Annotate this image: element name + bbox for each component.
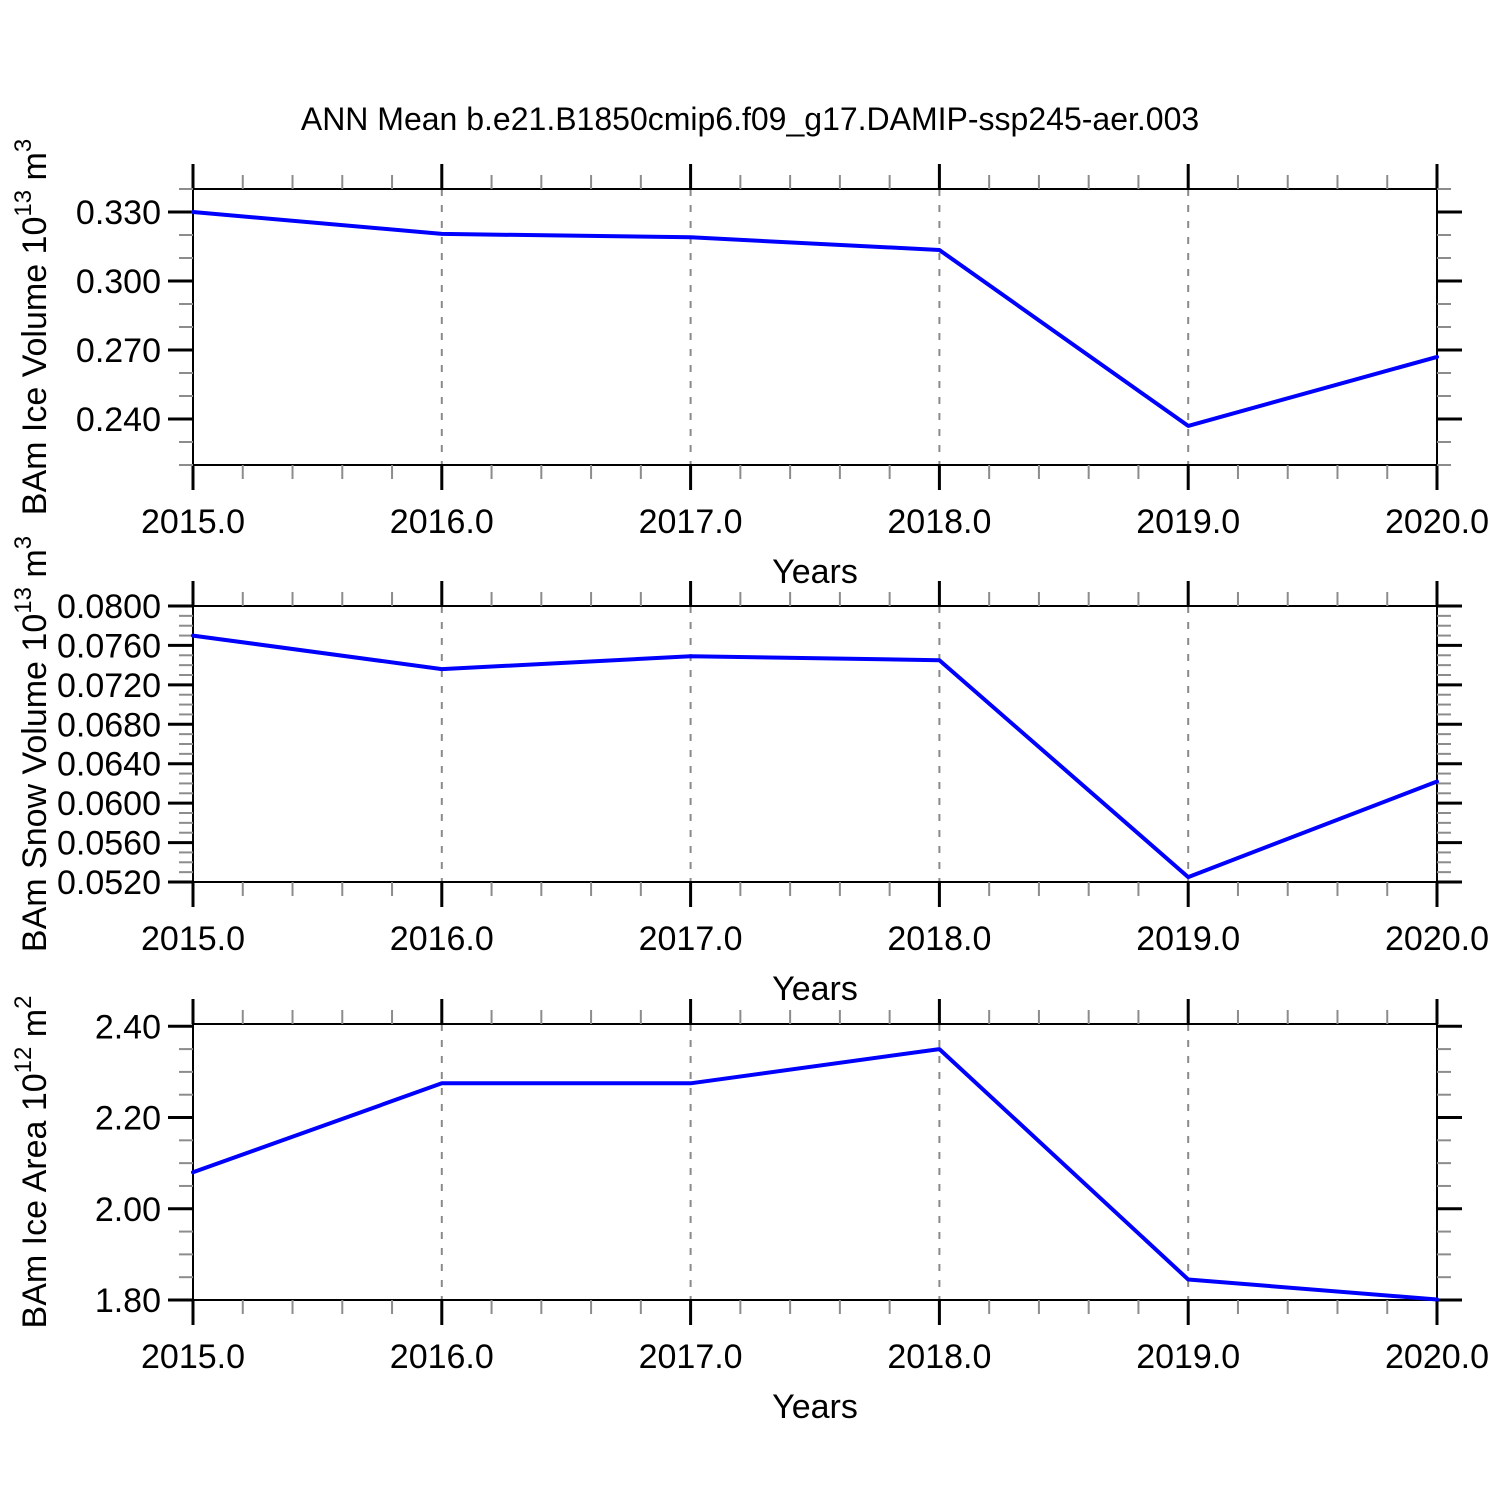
y-tick-label: 0.0800: [57, 588, 161, 626]
x-tick-label: 2020.0: [1385, 920, 1489, 958]
x-tick-label: 2017.0: [639, 503, 743, 541]
y-tick-label: 0.0520: [57, 864, 161, 902]
x-tick-label: 2019.0: [1136, 503, 1240, 541]
data-line: [191, 633, 1439, 880]
x-tick-label: 2019.0: [1136, 1338, 1240, 1376]
y-tick-label: 2.00: [95, 1191, 161, 1229]
x-tick-label: 2015.0: [141, 1338, 245, 1376]
y-axis-title: BAm Ice Volume 1013​ m3​: [10, 139, 54, 515]
y-tick-label: 1.80: [95, 1282, 161, 1320]
x-tick-label: 2020.0: [1385, 1338, 1489, 1376]
x-tick-label: 2016.0: [390, 920, 494, 958]
x-tick-label: 2018.0: [887, 920, 991, 958]
y-tick-label: 2.20: [95, 1100, 161, 1138]
y-tick-label: 0.240: [76, 401, 161, 439]
x-axis-title: Years: [772, 553, 858, 591]
plot-frame: [192, 1023, 1438, 1301]
y-tick-label: 0.0600: [57, 785, 161, 823]
y-tick-label: 0.0680: [57, 706, 161, 744]
x-tick-label: 2017.0: [639, 920, 743, 958]
y-tick-label: 0.0640: [57, 746, 161, 784]
y-axis-title: BAm Snow Volume 1013​ m3​: [10, 536, 54, 952]
figure-title: ANN Mean b.e21.B1850cmip6.f09_g17.DAMIP-…: [301, 101, 1199, 137]
y-tick-label: 0.0720: [57, 667, 161, 705]
x-axis-title: Years: [772, 970, 858, 1008]
x-tick-label: 2016.0: [390, 503, 494, 541]
y-tick-label: 2.40: [95, 1008, 161, 1046]
y-tick-label: 0.0760: [57, 627, 161, 665]
y-tick-label: 0.330: [76, 194, 161, 232]
x-tick-label: 2019.0: [1136, 920, 1240, 958]
y-tick-label: 0.270: [76, 332, 161, 370]
data-line: [191, 210, 1439, 428]
x-tick-label: 2015.0: [141, 920, 245, 958]
data-line: [191, 1047, 1439, 1302]
x-tick-label: 2018.0: [887, 1338, 991, 1376]
ice-volume-chart: 0.240 0.270 0.300 0.330 2015.0 2016.0 2017.0 20…: [10, 139, 1489, 591]
x-tick-label: 2015.0: [141, 503, 245, 541]
x-tick-label: 2018.0: [887, 503, 991, 541]
y-tick-label: 0.0560: [57, 825, 161, 863]
y-axis-title: BAm Ice Area 1012​ m2​: [10, 996, 54, 1329]
y-tick-label: 0.300: [76, 263, 161, 301]
ice-area-chart: 1.80 2.00 2.20 2.40 2015.0 2016.0 2017.0 2018.0…: [10, 996, 1489, 1426]
x-tick-label: 2016.0: [390, 1338, 494, 1376]
x-tick-label: 2017.0: [639, 1338, 743, 1376]
x-axis-title: Years: [772, 1388, 858, 1426]
snow-volume-chart: 0.05200.05600.06000.06400.06800.07200.07…: [10, 536, 1489, 1008]
x-tick-label: 2020.0: [1385, 503, 1489, 541]
